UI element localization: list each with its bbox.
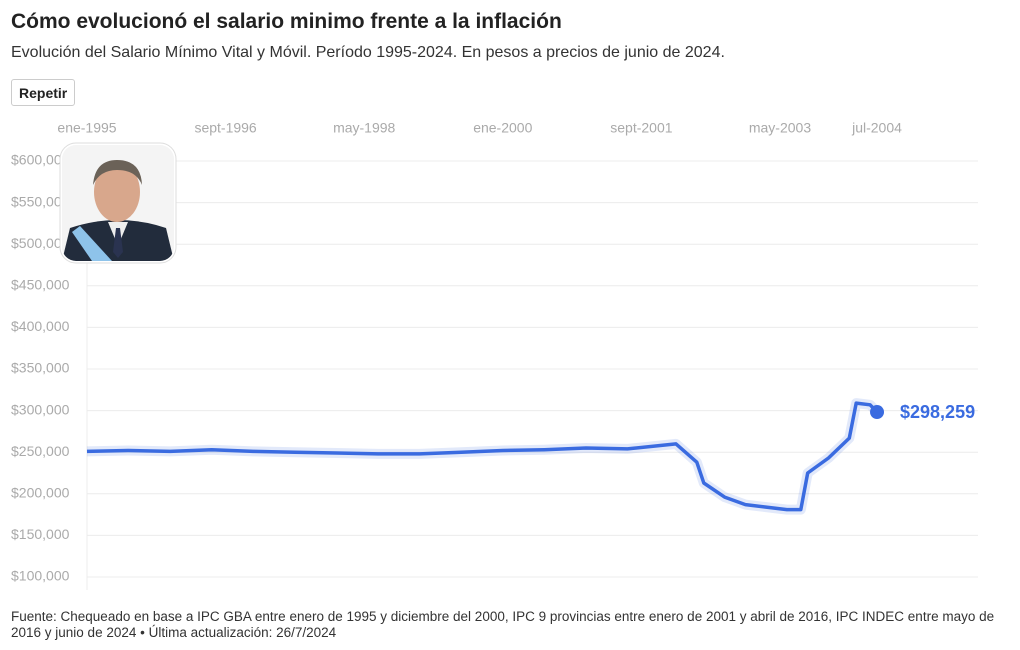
title: Cómo evolucionó el salario minimo frente…	[11, 10, 562, 33]
portrait-tie	[113, 228, 123, 258]
y-tick-label: $450,000	[11, 277, 70, 293]
y-tick-label: $500,000	[11, 235, 70, 251]
source-note: Fuente: Chequeado en base a IPC GBA entr…	[11, 609, 995, 640]
y-tick-label: $300,000	[11, 401, 70, 417]
x-tick-label: sept-1996	[194, 120, 256, 136]
portrait-hair	[93, 160, 142, 185]
y-tick-label: $600,000	[11, 152, 70, 168]
replay-button[interactable]: Repetir	[11, 79, 76, 106]
x-tick-label: may-1998	[333, 120, 395, 136]
portrait	[59, 142, 177, 264]
chart: $100,000 $150,000 $200,000 $250,000 $300,000…	[11, 120, 978, 590]
subtitle: Evolución del Salario Mínimo Vital y Móv…	[11, 44, 725, 61]
y-tick-label: $100,000	[11, 568, 70, 584]
value-label: $298,259	[900, 402, 975, 422]
x-tick-label: jul-2004	[851, 120, 902, 136]
x-tick-label: sept-2001	[610, 120, 672, 136]
x-tick-label: ene-1995	[57, 120, 116, 136]
y-tick-label: $350,000	[11, 360, 70, 376]
portrait-sash	[72, 226, 112, 261]
y-tick-label: $550,000	[11, 193, 70, 209]
portrait-face	[94, 162, 140, 222]
y-tick-label: $200,000	[11, 485, 70, 501]
x-tick-label: ene-2000	[473, 120, 532, 136]
line	[86, 401, 879, 512]
plot: $298,259	[86, 398, 975, 515]
y-tick-label: $150,000	[11, 526, 70, 542]
y-tick-label: $250,000	[11, 443, 70, 459]
y-tick-label: $400,000	[11, 318, 70, 334]
end-point	[870, 405, 885, 420]
x-tick-label: may-2003	[749, 120, 811, 136]
